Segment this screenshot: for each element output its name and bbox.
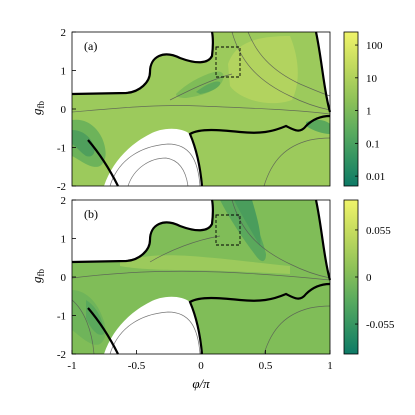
panel-b-xtick-label: -0.5 xyxy=(128,360,146,372)
panel-a-boundary xyxy=(71,31,214,96)
panel-a-colorbar-tick-label: 1 xyxy=(366,106,372,118)
panel-b-ytick-label: -2 xyxy=(57,349,66,361)
panel-b-boundary-bottom-right xyxy=(188,282,331,355)
panel-a-ytick-label: 0 xyxy=(61,104,67,116)
panel-a-y-axis-label: gfb xyxy=(29,101,46,115)
panel-b-inset-box xyxy=(215,214,241,246)
panel-b-xtick-label: -1 xyxy=(67,360,76,372)
panel-b-ylabel-main: g xyxy=(29,276,44,283)
panel-b-x-axis-label: φ/π xyxy=(192,376,210,391)
colorbar-a: 100 10 1 0.1 0.01 xyxy=(343,31,385,187)
panel-b-ylabel-sub: fb xyxy=(36,269,46,277)
panel-a-contour-lower xyxy=(72,130,95,157)
panel-b-ytick-label: -1 xyxy=(57,311,66,323)
panel-a-contour-dark xyxy=(196,81,221,94)
panel-a-colorbar-tick-label: 0.1 xyxy=(366,138,380,150)
panel-a-boundary-bottom-right xyxy=(188,114,331,187)
panel-b-boundary-bottom-left xyxy=(87,307,119,355)
panel-a-ytick-label: -2 xyxy=(57,181,66,193)
panel-a-label: (a) xyxy=(84,39,97,53)
colorbar-a-gradient xyxy=(343,31,359,187)
panel-a-contour-high xyxy=(228,36,298,104)
panel-b-contour-lines xyxy=(72,200,330,354)
panel-a-contour-lines xyxy=(72,32,330,186)
panel-b-colorbar-tick-label: 0.055 xyxy=(366,225,391,237)
panel-a-y-ticks: 2 1 0 -1 -2 xyxy=(57,27,76,193)
panel-a-ytick-label: 2 xyxy=(61,27,67,39)
colorbar-b-ticks: 0.055 0 -0.055 xyxy=(355,225,395,331)
panel-a-inset-box xyxy=(215,46,241,78)
panel-b-xtick-label: 0 xyxy=(198,360,204,372)
svg-text:gfb: gfb xyxy=(29,101,46,115)
panel-b-ytick-label: 1 xyxy=(61,234,67,246)
panel-b-contour-top-dark xyxy=(234,200,261,246)
panel-b-colorbar-tick-label: 0 xyxy=(366,272,372,284)
panel-b-xtick-label: 0.5 xyxy=(259,360,273,372)
panel-a-boundary-bottom-left xyxy=(87,139,119,187)
panel-a-colorbar-tick-label: 100 xyxy=(366,40,383,52)
panel-b-colorbar-tick-label: -0.055 xyxy=(366,319,395,331)
svg-text:gfb: gfb xyxy=(29,269,46,283)
panel-b-ytick-label: 2 xyxy=(61,195,67,207)
panel-b-y-axis-label: gfb xyxy=(29,269,46,283)
panel-a-ylabel-sub: fb xyxy=(36,101,46,109)
panel-b-contour-light xyxy=(120,255,290,274)
panel-a-colorbar-tick-label: 10 xyxy=(366,73,378,85)
panel-a-contour-right xyxy=(306,119,330,134)
panel-b-label: (b) xyxy=(84,207,98,221)
panel-b: (b) 210-1-2 -1 -0.5 0 0.5 1 gfb φ/π xyxy=(29,195,333,391)
panel-a-ytick-label: 1 xyxy=(61,66,67,78)
panel-a-boundary-right xyxy=(314,31,332,113)
panel-b-boundary-right xyxy=(314,199,332,281)
panel-a-colorbar-tick-label: 0.01 xyxy=(366,171,385,183)
panel-a-ytick-label: -1 xyxy=(57,143,66,155)
panel-a-ylabel-main: g xyxy=(29,108,44,115)
panel-b-boundary xyxy=(71,199,214,264)
panel-b-xtick-label: 1 xyxy=(327,360,333,372)
panel-b-filled-region xyxy=(72,200,330,354)
panel-a: (a) 2 1 0 -1 -2 gfb xyxy=(29,27,332,193)
colorbar-b: 0.055 0 -0.055 xyxy=(343,199,395,355)
panel-b-y-ticks: 2 1 0 -1 -2 xyxy=(57,195,76,361)
panel-b-ytick-label: 0 xyxy=(61,272,67,284)
colorbar-a-ticks: 100 10 1 0.1 0.01 xyxy=(355,40,385,183)
panel-b-x-ticks: -1 -0.5 0 0.5 1 xyxy=(67,350,333,372)
